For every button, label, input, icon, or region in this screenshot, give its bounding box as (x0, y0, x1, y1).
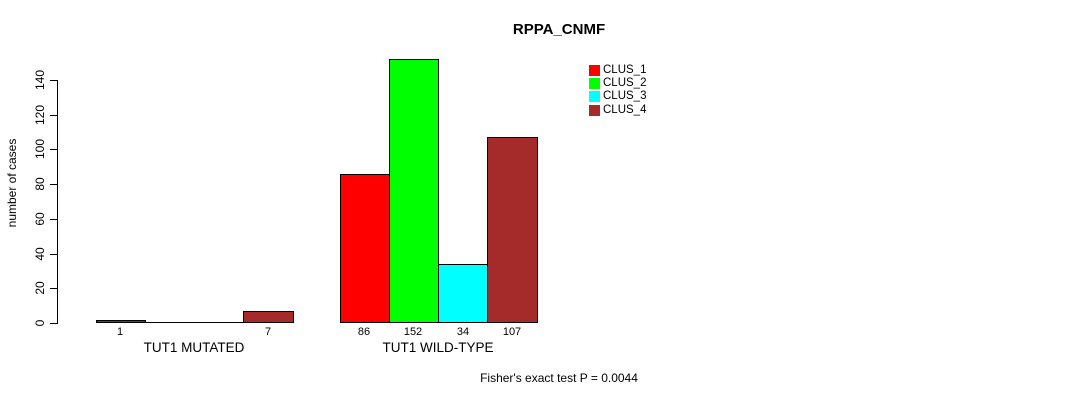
y-tick-label: 120 (33, 104, 47, 126)
bar-clus_3-group1 (194, 322, 244, 323)
y-tick (50, 149, 57, 150)
legend-item-clus_2: CLUS_2 (589, 77, 646, 90)
bar-clus_1-group2 (340, 174, 390, 323)
bar-value-label: 86 (357, 326, 371, 338)
bar-clus_2-group1 (145, 322, 195, 323)
y-tick-label: 100 (33, 138, 47, 160)
y-tick (50, 184, 57, 185)
bar-value-label: 107 (502, 326, 522, 338)
bar-value-label: 7 (264, 326, 272, 338)
legend-label: CLUS_2 (603, 77, 647, 89)
legend-label: CLUS_4 (603, 104, 647, 116)
bar-clus_3-group2 (438, 264, 488, 323)
y-tick-label: 80 (33, 177, 47, 191)
legend-swatch-icon (589, 65, 600, 76)
y-tick (50, 80, 57, 81)
legend-swatch-icon (589, 78, 600, 89)
legend-swatch-icon (589, 105, 600, 116)
y-tick (50, 219, 57, 220)
y-tick (50, 288, 57, 289)
y-tick-label: 60 (33, 212, 47, 226)
y-axis-line (57, 80, 58, 324)
y-axis-title: number of cases (5, 138, 19, 228)
bar-value-label: 152 (403, 326, 423, 338)
legend-item-clus_1: CLUS_1 (589, 64, 646, 77)
bar-clus_4-group2 (487, 137, 538, 323)
legend-item-clus_4: CLUS_4 (589, 104, 646, 117)
legend-swatch-icon (589, 91, 600, 102)
bar-clus_2-group2 (389, 59, 439, 323)
legend-item-clus_3: CLUS_3 (589, 90, 646, 103)
legend-label: CLUS_1 (603, 64, 647, 76)
y-tick (50, 323, 57, 324)
y-tick-label: 20 (33, 281, 47, 295)
y-tick-label: 40 (33, 247, 47, 261)
y-tick-label: 0 (33, 319, 47, 327)
bar-value-label: 34 (456, 326, 470, 338)
bar-value-label: 1 (116, 326, 124, 338)
group-label: TUT1 WILD-TYPE (382, 340, 494, 355)
group-label: TUT1 MUTATED (143, 340, 245, 355)
legend-label: CLUS_3 (603, 90, 647, 102)
chart-title: RPPA_CNMF (512, 21, 606, 38)
y-tick-label: 140 (33, 69, 47, 91)
bar-clus_1-group1 (96, 320, 146, 323)
y-tick (50, 254, 57, 255)
y-tick (50, 115, 57, 116)
bar-clus_4-group1 (243, 311, 294, 323)
fisher-test-annotation: Fisher's exact test P = 0.0044 (480, 371, 638, 385)
